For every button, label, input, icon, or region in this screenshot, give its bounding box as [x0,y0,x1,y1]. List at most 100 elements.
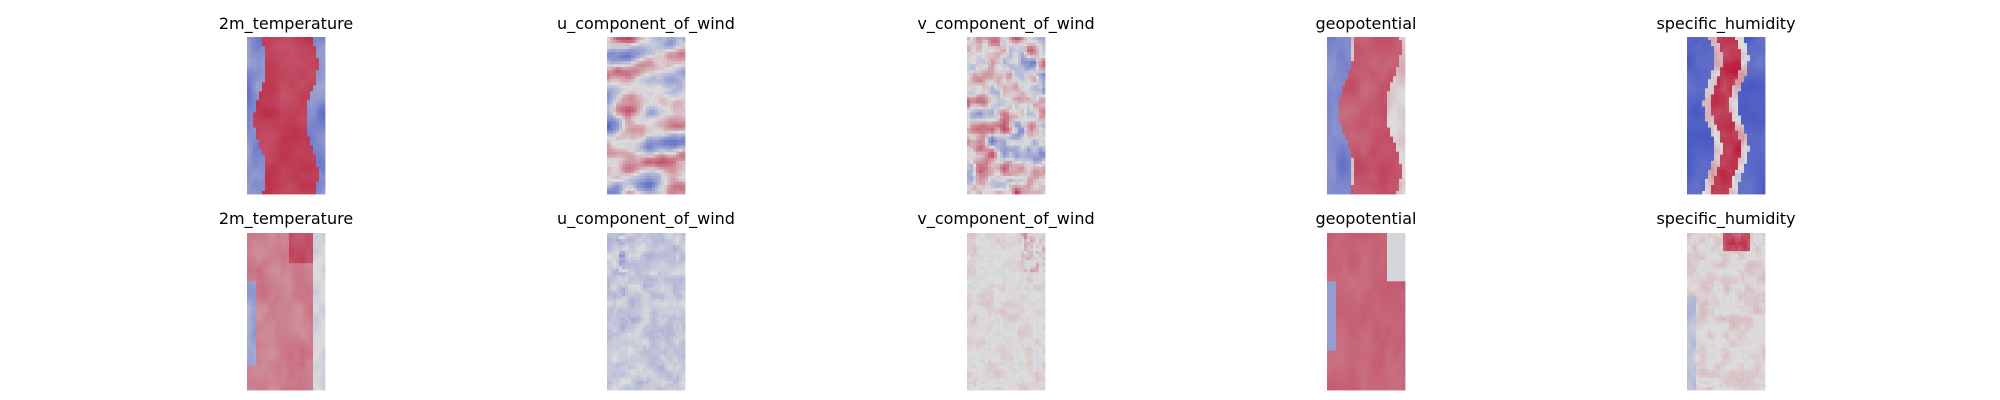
heatmap-cell [1387,100,1391,104]
heatmap-cell [1024,109,1028,113]
heatmap-cell [1375,73,1379,77]
heatmap-cell [1348,121,1352,125]
heatmap-cell [643,52,647,56]
heatmap-cell [274,94,278,98]
heatmap-cell [1030,85,1034,89]
heatmap-cell [1012,103,1016,107]
heatmap-cell [1012,52,1016,56]
heatmap-cell [277,109,281,113]
heatmap-cell [985,58,989,62]
heatmap-cell [1027,169,1031,174]
heatmap-cell [988,40,992,44]
heatmap-cell [280,139,284,144]
heatmap-cell [283,76,287,80]
heatmap-cell [1036,154,1040,159]
heatmap-cell [982,112,986,116]
heatmap-cell [307,142,311,147]
heatmap-cell [622,85,626,89]
heatmap-cell [640,151,644,156]
heatmap-cell [991,124,995,128]
heatmap-cell [253,163,257,168]
heatmap-cell [1396,124,1400,128]
heatmap-cell [985,100,989,104]
heatmap-cell [1396,46,1400,50]
heatmap-cell [1357,142,1361,147]
heatmap-cell [970,97,974,101]
heatmap-cell [265,58,269,62]
heatmap-cell [1036,115,1040,119]
heatmap-cell [613,106,617,110]
heatmap-cell [1030,40,1034,44]
heatmap-cell [1387,40,1391,44]
heatmap-cell [1042,82,1046,86]
heatmap-cell [256,175,260,180]
heatmap-cell [313,184,317,189]
heatmap-cell [1384,121,1388,125]
heatmap-cell [313,151,317,156]
heatmap-cell [1357,115,1361,119]
heatmap-cell [259,52,263,56]
heatmap-cell [661,160,665,165]
heatmap-cell [274,106,278,110]
heatmap-cell [256,61,260,65]
heatmap-cell [313,112,317,116]
heatmap-cell [313,67,317,71]
heatmap-cell [634,103,638,107]
heatmap-cell [1375,49,1379,53]
heatmap-cell [295,97,299,101]
heatmap-cell [322,94,326,98]
heatmap-cell [676,94,680,98]
heatmap-cell [295,46,299,50]
heatmap-cell [673,85,677,89]
heatmap-cell [637,100,641,104]
heatmap-cell [253,187,257,192]
heatmap-cell [253,88,257,92]
heatmap-cell [304,76,308,80]
heatmap-cell [982,94,986,98]
heatmap-cell [628,157,632,162]
heatmap-cell [265,61,269,65]
heatmap-cell [628,118,632,122]
heatmap-cell [1381,127,1385,131]
heatmap-cell [262,73,266,77]
heatmap-cell [1018,88,1022,92]
heatmap-cell [682,67,686,71]
heatmap-cell [319,58,323,62]
heatmap-cell [286,76,290,80]
heatmap-cell [1009,169,1013,174]
heatmap-cell [649,55,653,59]
heatmap-cell [289,139,293,144]
heatmap-cell [1402,106,1406,110]
heatmap-cell [313,64,317,68]
heatmap-cell [631,67,635,71]
heatmap-cell [976,115,980,119]
heatmap-cell [250,130,254,135]
heatmap-cell [631,187,635,192]
heatmap-cell [1024,85,1028,89]
heatmap-cell [298,97,302,101]
heatmap-cell [637,172,641,177]
heatmap-cell [1330,97,1334,101]
heatmap-cell [973,112,977,116]
heatmap-cell [316,124,320,128]
heatmap-cell [1351,52,1355,56]
heatmap-cell [1393,58,1397,62]
heatmap-cell [1030,43,1034,47]
heatmap-cell [1369,97,1373,101]
heatmap-cell [1363,94,1367,98]
heatmap-cell [1402,64,1406,68]
heatmap-cell [649,169,653,174]
heatmap-cell [295,172,299,177]
heatmap-cell [1375,82,1379,86]
heatmap-cell [967,70,971,74]
heatmap-cell [646,142,650,147]
heatmap-cell [250,79,254,83]
heatmap-cell [1396,142,1400,147]
heatmap-cell [292,43,296,47]
heatmap-cell [1327,115,1331,119]
heatmap-cell [286,169,290,174]
heatmap-cell [655,100,659,104]
heatmap-cell [1024,160,1028,165]
heatmap-cell [619,178,623,183]
heatmap-cell [304,127,308,131]
